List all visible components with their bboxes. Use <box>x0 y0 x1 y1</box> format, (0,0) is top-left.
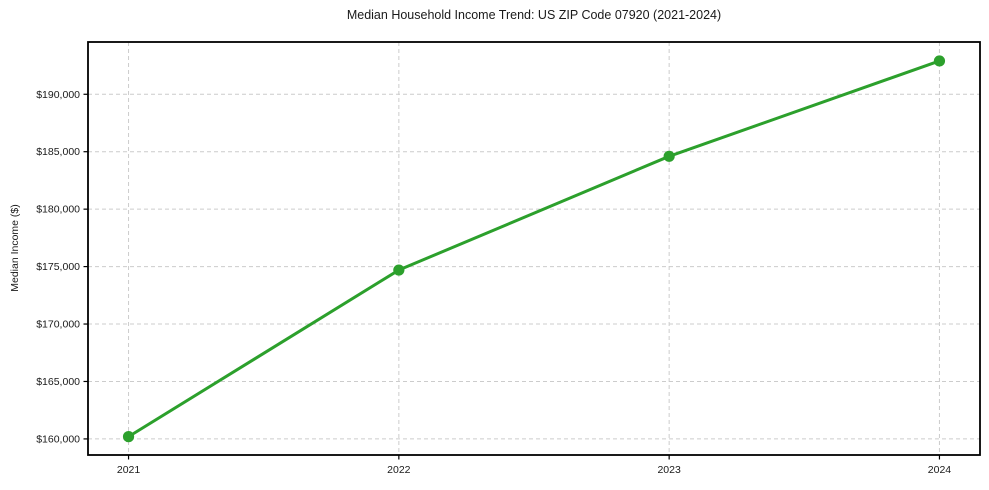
y-tick-label: $165,000 <box>36 376 80 388</box>
income-trend-line <box>127 59 941 439</box>
chart-title: Median Household Income Trend: US ZIP Co… <box>346 8 722 22</box>
x-tick-label: 2021 <box>117 464 141 476</box>
data-point-marker <box>122 431 135 443</box>
x-tick-label: 2024 <box>928 464 952 476</box>
y-tick-label: $160,000 <box>36 433 80 445</box>
data-point-marker <box>933 55 946 67</box>
y-tick-label: $170,000 <box>36 319 80 331</box>
x-tick-label: 2023 <box>657 464 681 476</box>
data-point-marker <box>663 150 675 162</box>
y-tick-label: $180,000 <box>36 204 80 216</box>
y-tick-label: $185,000 <box>36 146 80 158</box>
x-tick-label: 2022 <box>387 464 411 476</box>
y-tick-label: $190,000 <box>36 89 80 101</box>
y-tick-label: $175,000 <box>36 261 80 273</box>
data-point-marker <box>393 264 405 276</box>
y-axis-label: Median Income ($) <box>9 204 21 292</box>
plot-border <box>87 41 981 456</box>
